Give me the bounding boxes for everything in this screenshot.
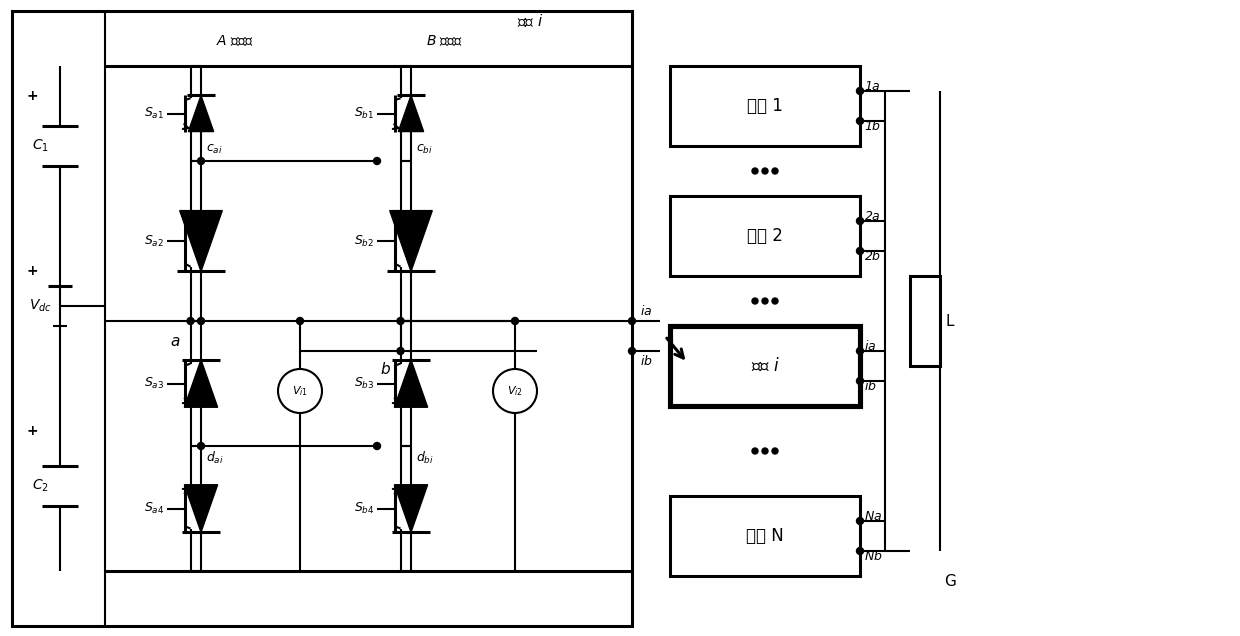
Circle shape xyxy=(187,317,193,324)
Text: 单元 N: 单元 N xyxy=(746,527,784,545)
Circle shape xyxy=(763,298,768,304)
Text: $a$: $a$ xyxy=(170,333,181,349)
Bar xyxy=(670,66,861,146)
Text: L: L xyxy=(946,314,955,329)
Circle shape xyxy=(197,158,205,165)
Circle shape xyxy=(857,218,863,225)
Bar xyxy=(670,196,861,276)
Text: $b$: $b$ xyxy=(379,361,391,377)
Circle shape xyxy=(857,347,863,354)
Circle shape xyxy=(397,347,404,354)
Circle shape xyxy=(773,168,777,174)
Circle shape xyxy=(857,548,863,555)
Circle shape xyxy=(773,298,777,304)
Circle shape xyxy=(857,88,863,95)
Text: $c_{ai}$: $c_{ai}$ xyxy=(206,142,223,156)
Polygon shape xyxy=(398,95,424,132)
Text: $Na$: $Na$ xyxy=(864,509,882,523)
Circle shape xyxy=(751,168,758,174)
Circle shape xyxy=(197,443,205,450)
Text: 单元 1: 单元 1 xyxy=(746,97,782,115)
Polygon shape xyxy=(394,485,428,532)
Circle shape xyxy=(857,378,863,385)
Circle shape xyxy=(511,317,518,324)
Circle shape xyxy=(763,448,768,454)
Bar xyxy=(670,326,861,406)
Circle shape xyxy=(629,347,635,354)
Text: G: G xyxy=(944,574,956,588)
Text: +: + xyxy=(26,89,37,103)
Circle shape xyxy=(857,247,863,254)
Text: $V_{i1}$: $V_{i1}$ xyxy=(291,384,308,398)
Text: 单元 2: 单元 2 xyxy=(746,227,782,245)
Text: $A$ 相桥臂: $A$ 相桥臂 xyxy=(216,34,254,48)
Circle shape xyxy=(763,168,768,174)
Text: $d_{bi}$: $d_{bi}$ xyxy=(415,450,434,466)
Polygon shape xyxy=(180,211,222,272)
Bar xyxy=(910,276,940,366)
Text: 单元 $i$: 单元 $i$ xyxy=(517,13,543,29)
Text: $Nb$: $Nb$ xyxy=(864,549,883,563)
Text: 单元 $i$: 单元 $i$ xyxy=(750,357,780,375)
Circle shape xyxy=(296,317,304,324)
Text: $ia$: $ia$ xyxy=(864,339,877,353)
Text: 1$a$: 1$a$ xyxy=(864,80,880,92)
Text: +: + xyxy=(26,264,37,278)
Circle shape xyxy=(629,317,635,324)
Text: 2$a$: 2$a$ xyxy=(864,209,880,223)
Text: $c_{bi}$: $c_{bi}$ xyxy=(415,142,433,156)
Circle shape xyxy=(397,317,404,324)
Circle shape xyxy=(773,448,777,454)
Text: $S_{a1}$: $S_{a1}$ xyxy=(144,106,164,121)
Text: $V_{dc}$: $V_{dc}$ xyxy=(29,298,51,314)
Text: $C_1$: $C_1$ xyxy=(31,138,48,154)
Text: 2$b$: 2$b$ xyxy=(864,249,882,263)
Text: $S_{b4}$: $S_{b4}$ xyxy=(353,501,374,516)
Text: 1$b$: 1$b$ xyxy=(864,119,882,133)
Text: $d_{ai}$: $d_{ai}$ xyxy=(206,450,223,466)
Text: $S_{a2}$: $S_{a2}$ xyxy=(144,233,164,249)
Text: $ib$: $ib$ xyxy=(640,354,652,368)
Text: $ib$: $ib$ xyxy=(864,379,877,393)
Circle shape xyxy=(857,518,863,525)
Text: $S_{a4}$: $S_{a4}$ xyxy=(144,501,164,516)
Polygon shape xyxy=(185,360,218,407)
Text: $S_{b2}$: $S_{b2}$ xyxy=(353,233,374,249)
Polygon shape xyxy=(389,211,433,272)
Polygon shape xyxy=(185,485,218,532)
Text: $S_{b3}$: $S_{b3}$ xyxy=(353,376,374,391)
Circle shape xyxy=(751,448,758,454)
Circle shape xyxy=(197,317,205,324)
Bar xyxy=(670,496,861,576)
Circle shape xyxy=(373,158,381,165)
Text: $S_{a3}$: $S_{a3}$ xyxy=(144,376,164,391)
Circle shape xyxy=(373,443,381,450)
Bar xyxy=(12,11,632,626)
Text: $ia$: $ia$ xyxy=(640,304,652,318)
Polygon shape xyxy=(188,95,213,132)
Text: $V_{i2}$: $V_{i2}$ xyxy=(507,384,523,398)
Text: $C_2$: $C_2$ xyxy=(31,478,48,494)
Text: $B$ 相桥臂: $B$ 相桥臂 xyxy=(427,34,464,48)
Circle shape xyxy=(857,118,863,125)
Text: +: + xyxy=(26,424,37,438)
Circle shape xyxy=(751,298,758,304)
Polygon shape xyxy=(394,360,428,407)
Text: $S_{b1}$: $S_{b1}$ xyxy=(353,106,374,121)
